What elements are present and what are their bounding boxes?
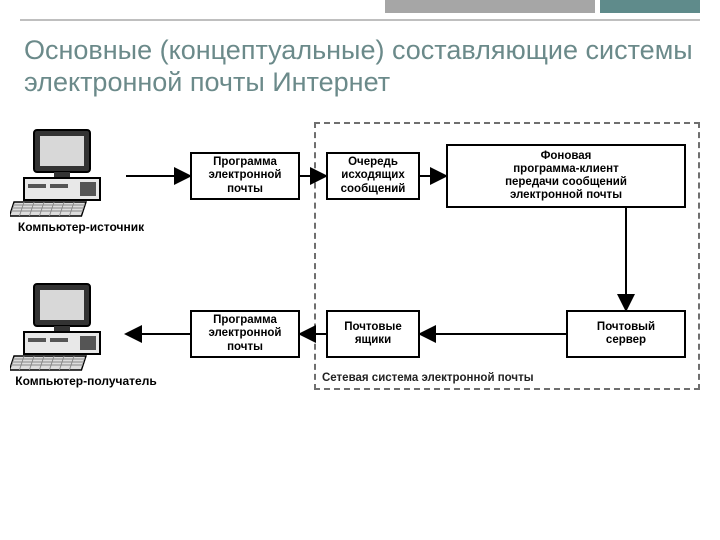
email-system-diagram: Сетевая система электронной почты bbox=[10, 120, 710, 420]
page-title: Основные (концептуальные) составляющие с… bbox=[24, 34, 696, 99]
accent-bar-teal bbox=[600, 0, 700, 13]
divider bbox=[20, 19, 700, 21]
slide: Основные (концептуальные) составляющие с… bbox=[0, 0, 720, 540]
diagram-arrows bbox=[10, 120, 710, 420]
accent-bar-grey bbox=[385, 0, 595, 13]
